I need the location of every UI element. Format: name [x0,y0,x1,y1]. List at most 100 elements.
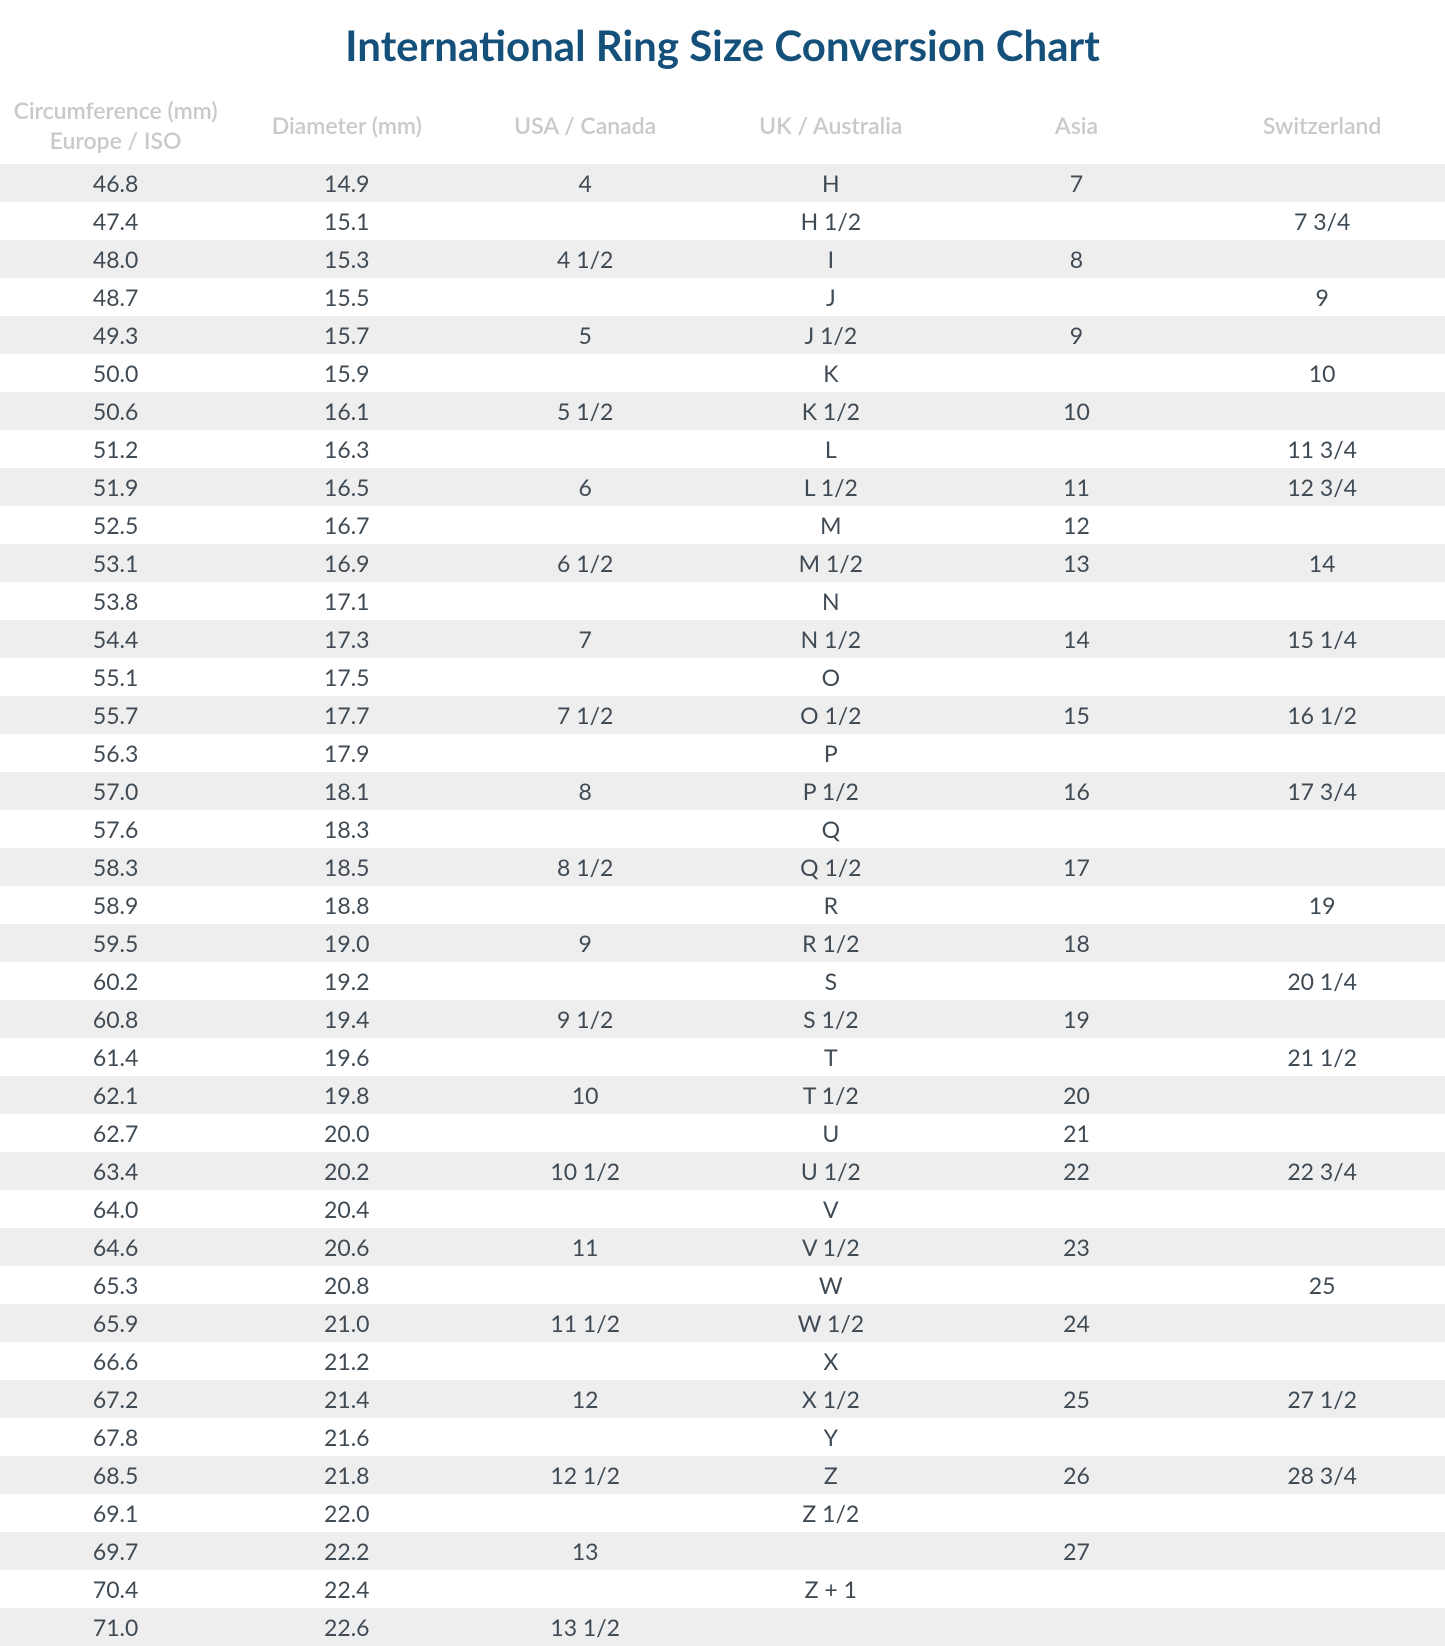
table-cell: 65.9 [0,1304,231,1342]
table-cell [954,1266,1200,1304]
table-cell: 11 1/2 [462,1304,708,1342]
table-cell: 13 [462,1532,708,1570]
table-cell [954,886,1200,924]
table-cell [462,1570,708,1608]
table-cell [462,1190,708,1228]
table-cell: 4 1/2 [462,240,708,278]
table-cell: 61.4 [0,1038,231,1076]
table-cell [1199,810,1445,848]
table-cell [462,658,708,696]
table-cell: 5 1/2 [462,392,708,430]
table-cell: 20.4 [231,1190,462,1228]
table-cell [1199,1608,1445,1646]
table-cell: 7 [462,620,708,658]
table-cell: 17 [954,848,1200,886]
table-cell: 25 [954,1380,1200,1418]
table-cell: 14 [954,620,1200,658]
table-cell: 19.8 [231,1076,462,1114]
table-cell: J 1/2 [708,316,954,354]
table-cell: 15.9 [231,354,462,392]
table-cell: 19.4 [231,1000,462,1038]
table-cell: Y [708,1418,954,1456]
table-cell: X 1/2 [708,1380,954,1418]
table-cell [1199,1418,1445,1456]
table-cell: 13 [954,544,1200,582]
table-row: 67.821.6Y [0,1418,1445,1456]
table-row: 69.122.0Z 1/2 [0,1494,1445,1532]
table-row: 64.020.4V [0,1190,1445,1228]
table-cell: 13 1/2 [462,1608,708,1646]
table-cell: 22.0 [231,1494,462,1532]
table-row: 57.018.18P 1/21617 3/4 [0,772,1445,810]
table-cell: 10 [1199,354,1445,392]
column-header-line1: Asia [958,111,1196,141]
table-row: 50.015.9K10 [0,354,1445,392]
table-cell: 7 3/4 [1199,202,1445,240]
table-cell: 49.3 [0,316,231,354]
table-row: 56.317.9P [0,734,1445,772]
table-cell: S [708,962,954,1000]
table-cell: R [708,886,954,924]
table-cell: 8 1/2 [462,848,708,886]
table-cell: 24 [954,1304,1200,1342]
table-cell: 12 3/4 [1199,468,1445,506]
table-cell: 18.3 [231,810,462,848]
table-cell: 17.3 [231,620,462,658]
table-cell: 20.0 [231,1114,462,1152]
table-row: 67.221.412X 1/22527 1/2 [0,1380,1445,1418]
table-cell [708,1608,954,1646]
table-row: 65.921.011 1/2W 1/224 [0,1304,1445,1342]
table-cell: Q 1/2 [708,848,954,886]
table-cell [954,582,1200,620]
table-cell [1199,924,1445,962]
table-cell: 56.3 [0,734,231,772]
table-cell [1199,1342,1445,1380]
column-header-line1: USA / Canada [466,111,704,141]
table-cell: 22.2 [231,1532,462,1570]
table-cell: Z 1/2 [708,1494,954,1532]
table-cell: 11 3/4 [1199,430,1445,468]
table-cell: P 1/2 [708,772,954,810]
table-cell: 19.2 [231,962,462,1000]
table-cell [462,1114,708,1152]
table-cell: 48.0 [0,240,231,278]
table-cell [1199,734,1445,772]
table-cell [462,582,708,620]
table-cell [954,962,1200,1000]
table-cell [954,278,1200,316]
table-cell: 60.8 [0,1000,231,1038]
table-row: 48.715.5J9 [0,278,1445,316]
table-cell: 7 [954,164,1200,202]
table-cell: 10 1/2 [462,1152,708,1190]
table-cell [462,278,708,316]
page-title: International Ring Size Conversion Chart [0,0,1445,88]
table-cell [954,810,1200,848]
table-cell: 57.0 [0,772,231,810]
table-row: 54.417.37N 1/21415 1/4 [0,620,1445,658]
table-cell: 21.6 [231,1418,462,1456]
table-cell: 28 3/4 [1199,1456,1445,1494]
table-cell: 10 [954,392,1200,430]
table-cell: V 1/2 [708,1228,954,1266]
table-row: 51.916.56L 1/21112 3/4 [0,468,1445,506]
table-cell [954,1190,1200,1228]
table-cell: 12 1/2 [462,1456,708,1494]
table-cell: 12 [462,1380,708,1418]
column-header: Switzerland [1199,88,1445,164]
table-cell [1199,1228,1445,1266]
table-cell [462,810,708,848]
table-cell: 15.1 [231,202,462,240]
table-row: 58.918.8R19 [0,886,1445,924]
table-cell: 51.2 [0,430,231,468]
table-cell: 22.6 [231,1608,462,1646]
table-cell: 22.4 [231,1570,462,1608]
table-cell [462,1038,708,1076]
table-cell: P [708,734,954,772]
table-cell [1199,1076,1445,1114]
table-cell: K [708,354,954,392]
table-cell [954,734,1200,772]
table-cell: 54.4 [0,620,231,658]
table-cell: 62.1 [0,1076,231,1114]
table-row: 51.216.3L11 3/4 [0,430,1445,468]
table-cell: 60.2 [0,962,231,1000]
